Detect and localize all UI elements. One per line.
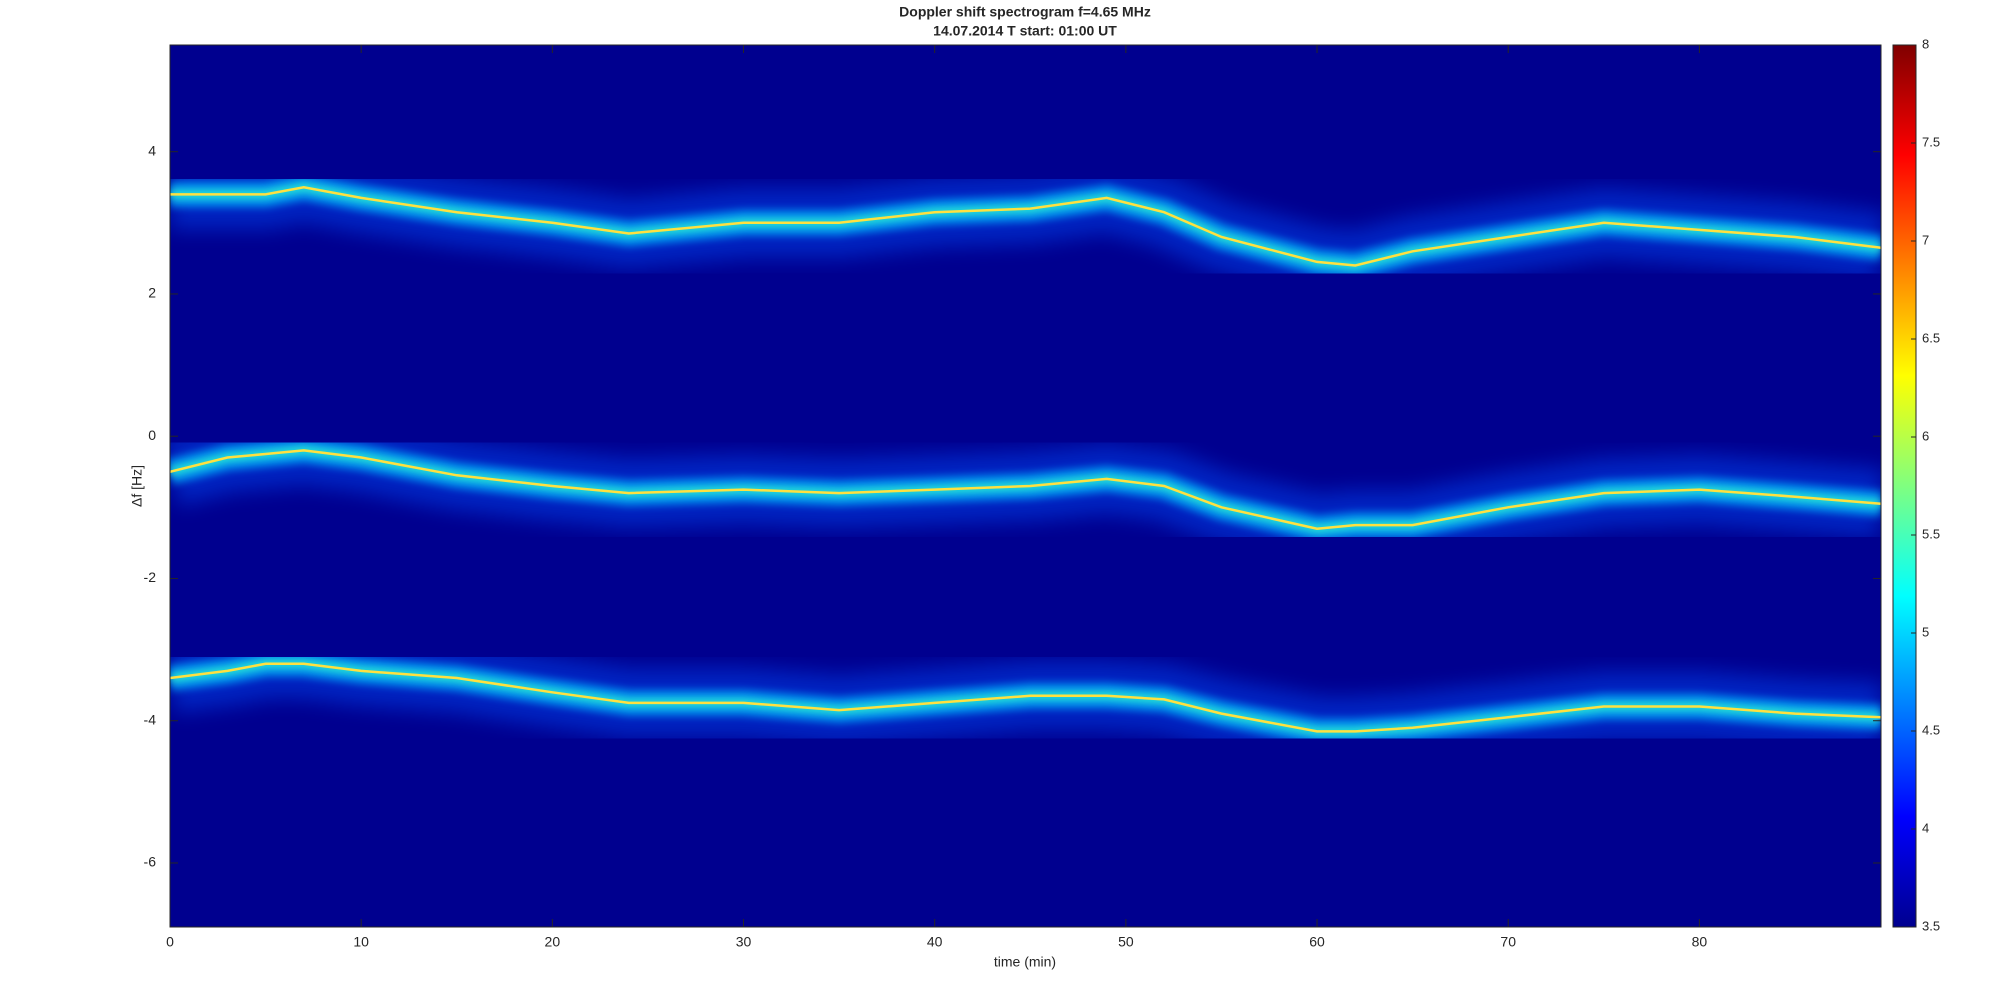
y-tick-label: -4 xyxy=(144,711,157,727)
colorbar-tick-label: 6.5 xyxy=(1922,330,1940,345)
chart-subtitle: 14.07.2014 T start: 01:00 UT xyxy=(933,23,1117,39)
x-tick-label: 30 xyxy=(736,934,752,950)
colorbar-tick-label: 3.5 xyxy=(1922,918,1940,933)
x-tick-label: 0 xyxy=(166,934,174,950)
trace xyxy=(170,449,1881,530)
trace xyxy=(170,186,1881,267)
colorbar-tick-label: 5.5 xyxy=(1922,526,1940,541)
y-tick-label: -6 xyxy=(144,854,157,870)
chart-title: Doppler shift spectrogram f=4.65 MHz xyxy=(899,4,1151,20)
colorbar-tick-label: 7.5 xyxy=(1922,134,1940,149)
colorbar-tick-label: 4.5 xyxy=(1922,722,1940,737)
colorbar-tick-label: 7 xyxy=(1922,232,1929,247)
traces xyxy=(170,151,1881,767)
y-tick-label: 2 xyxy=(148,285,156,301)
y-axis-label: Δf [Hz] xyxy=(129,465,145,507)
trace xyxy=(170,662,1881,733)
colorbar-tick-label: 8 xyxy=(1922,36,1929,51)
x-axis-label: time (min) xyxy=(994,954,1056,970)
colorbar-tick-label: 4 xyxy=(1922,820,1929,835)
y-tick-label: 4 xyxy=(148,142,156,158)
y-tick-label: -2 xyxy=(144,569,157,585)
colorbar-tick-label: 5 xyxy=(1922,624,1929,639)
plot-frame xyxy=(169,44,1882,928)
colorbar xyxy=(1892,44,1917,928)
x-tick-label: 40 xyxy=(927,934,943,950)
x-tick-label: 10 xyxy=(353,934,369,950)
x-tick-label: 80 xyxy=(1692,934,1708,950)
y-tick-label: 0 xyxy=(148,427,156,443)
colorbar-tick-label: 6 xyxy=(1922,428,1929,443)
x-tick-label: 60 xyxy=(1309,934,1325,950)
x-tick-label: 50 xyxy=(1118,934,1134,950)
x-tick-label: 20 xyxy=(545,934,561,950)
x-tick-label: 70 xyxy=(1500,934,1516,950)
